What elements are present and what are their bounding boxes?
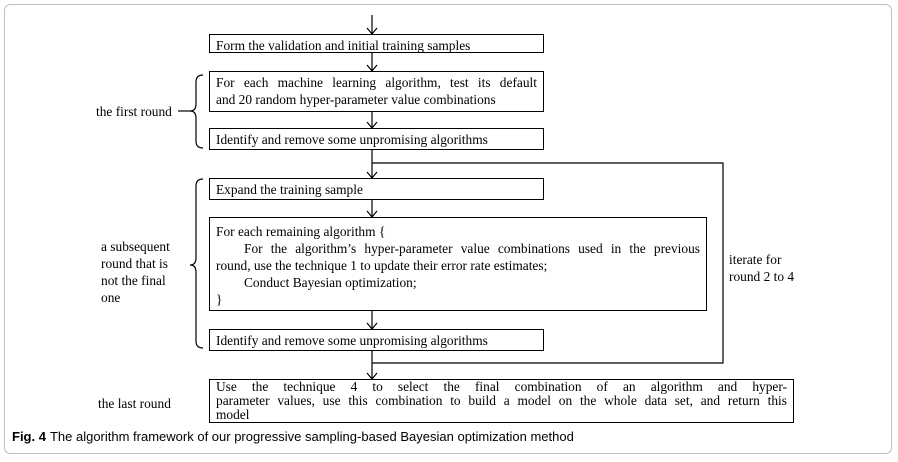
- last-round-label: the last round: [98, 395, 171, 412]
- iterate-line-2: round 2 to 4: [729, 269, 795, 284]
- expand-sample-text: Expand the training sample: [216, 182, 363, 197]
- figure-frame: [4, 4, 892, 454]
- last-round-text: the last round: [98, 396, 171, 411]
- loop-line-3: round, use the technique 1 to update the…: [216, 258, 548, 273]
- remove-algorithms-box-1: Identify and remove some unpromising alg…: [209, 128, 544, 150]
- remove-algorithms-text-2: Identify and remove some unpromising alg…: [216, 333, 488, 348]
- subsequent-line-4: one: [101, 290, 121, 305]
- subsequent-line-1: a subsequent: [101, 239, 170, 254]
- figure-caption-text: The algorithm framework of our progressi…: [49, 429, 574, 444]
- loop-line-4: Conduct Bayesian optimization;: [244, 275, 417, 290]
- remove-algorithms-text-1: Identify and remove some unpromising alg…: [216, 132, 488, 147]
- figure-caption: Fig. 4 The algorithm framework of our pro…: [12, 429, 574, 444]
- final-line-2: parameter values, use this combination t…: [216, 393, 787, 408]
- expand-sample-box: Expand the training sample: [209, 178, 544, 200]
- form-samples-box: Form the validation and initial training…: [209, 34, 544, 53]
- first-round-label: the first round: [96, 103, 172, 120]
- figure-number: Fig. 4: [12, 429, 46, 444]
- subsequent-round-bracket: [189, 178, 204, 349]
- subsequent-line-3: not the final: [101, 273, 166, 288]
- final-line-3: model: [216, 407, 250, 422]
- iterate-loop-line: [372, 162, 724, 364]
- iterate-line-1: iterate for: [729, 252, 782, 267]
- first-round-text: the first round: [96, 104, 172, 119]
- form-samples-text: Form the validation and initial training…: [216, 38, 471, 53]
- loop-line-5: }: [216, 292, 223, 307]
- remaining-algorithm-loop-box: For each remaining algorithm { For the a…: [209, 217, 707, 311]
- iterate-label: iterate for round 2 to 4: [729, 251, 794, 285]
- subsequent-round-label: a subsequent round that is not the final…: [101, 238, 170, 306]
- first-round-bracket: [189, 74, 204, 149]
- test-combinations-line-2: and 20 random hyper-parameter value comb…: [216, 92, 496, 107]
- test-combinations-box: For each machine learning algorithm, tes…: [209, 71, 544, 112]
- remove-algorithms-box-2: Identify and remove some unpromising alg…: [209, 329, 544, 351]
- loop-line-2: For the algorithm’s hyper-parameter valu…: [244, 241, 700, 256]
- test-combinations-line-1: For each machine learning algorithm, tes…: [216, 75, 537, 90]
- final-selection-box: Use the technique 4 to select the final …: [209, 379, 794, 423]
- final-line-1: Use the technique 4 to select the final …: [216, 379, 787, 394]
- subsequent-line-2: round that is: [101, 256, 168, 271]
- loop-line-1: For each remaining algorithm {: [216, 224, 386, 239]
